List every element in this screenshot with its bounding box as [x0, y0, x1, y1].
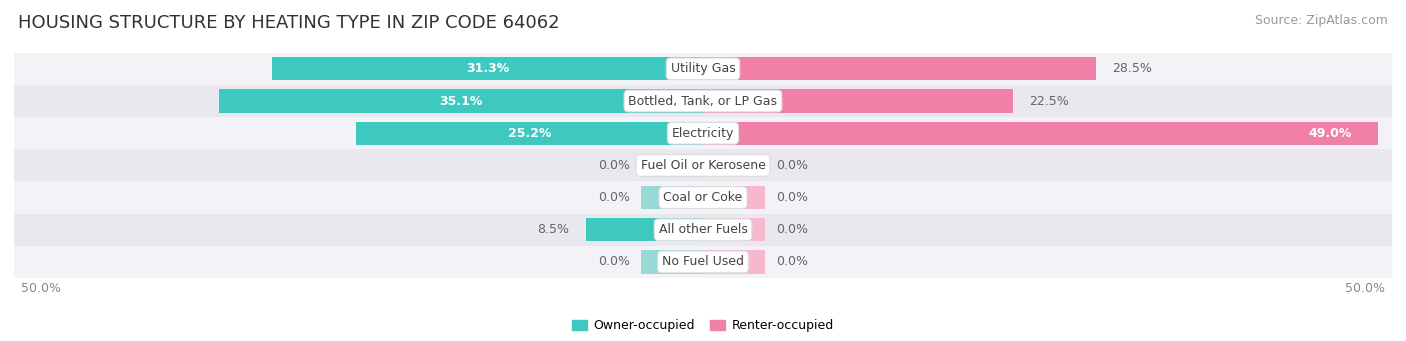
Text: 0.0%: 0.0% — [776, 255, 808, 268]
FancyBboxPatch shape — [14, 117, 1392, 149]
Text: 31.3%: 31.3% — [465, 62, 509, 75]
Text: Source: ZipAtlas.com: Source: ZipAtlas.com — [1254, 14, 1388, 27]
Bar — [703, 122, 1378, 145]
Text: 0.0%: 0.0% — [776, 191, 808, 204]
Text: 28.5%: 28.5% — [1112, 62, 1152, 75]
Text: 0.0%: 0.0% — [598, 255, 630, 268]
Text: Utility Gas: Utility Gas — [671, 62, 735, 75]
Text: Electricity: Electricity — [672, 127, 734, 140]
FancyBboxPatch shape — [14, 53, 1392, 85]
Bar — [703, 154, 765, 177]
FancyBboxPatch shape — [14, 85, 1392, 117]
Bar — [356, 122, 703, 145]
Bar — [703, 218, 765, 241]
Text: Fuel Oil or Kerosene: Fuel Oil or Kerosene — [641, 159, 765, 172]
Text: 0.0%: 0.0% — [598, 191, 630, 204]
Legend: Owner-occupied, Renter-occupied: Owner-occupied, Renter-occupied — [568, 314, 838, 337]
Text: 8.5%: 8.5% — [537, 223, 569, 236]
Bar — [271, 57, 703, 80]
Text: 35.1%: 35.1% — [440, 94, 482, 107]
Bar — [703, 250, 765, 273]
Text: No Fuel Used: No Fuel Used — [662, 255, 744, 268]
Bar — [703, 186, 765, 209]
Text: 0.0%: 0.0% — [776, 223, 808, 236]
Text: Coal or Coke: Coal or Coke — [664, 191, 742, 204]
Bar — [641, 186, 703, 209]
FancyBboxPatch shape — [14, 246, 1392, 278]
FancyBboxPatch shape — [14, 214, 1392, 246]
Text: 50.0%: 50.0% — [21, 282, 60, 295]
Text: 0.0%: 0.0% — [598, 159, 630, 172]
Bar — [641, 154, 703, 177]
Text: 25.2%: 25.2% — [508, 127, 551, 140]
Bar — [703, 57, 1095, 80]
Text: 50.0%: 50.0% — [1346, 282, 1385, 295]
Text: Bottled, Tank, or LP Gas: Bottled, Tank, or LP Gas — [628, 94, 778, 107]
Text: 22.5%: 22.5% — [1029, 94, 1070, 107]
Text: 49.0%: 49.0% — [1308, 127, 1351, 140]
FancyBboxPatch shape — [14, 181, 1392, 214]
Bar — [219, 89, 703, 113]
Text: All other Fuels: All other Fuels — [658, 223, 748, 236]
Bar — [586, 218, 703, 241]
Text: HOUSING STRUCTURE BY HEATING TYPE IN ZIP CODE 64062: HOUSING STRUCTURE BY HEATING TYPE IN ZIP… — [18, 14, 560, 32]
Bar — [703, 89, 1012, 113]
Bar — [641, 250, 703, 273]
FancyBboxPatch shape — [14, 149, 1392, 181]
Text: 0.0%: 0.0% — [776, 159, 808, 172]
